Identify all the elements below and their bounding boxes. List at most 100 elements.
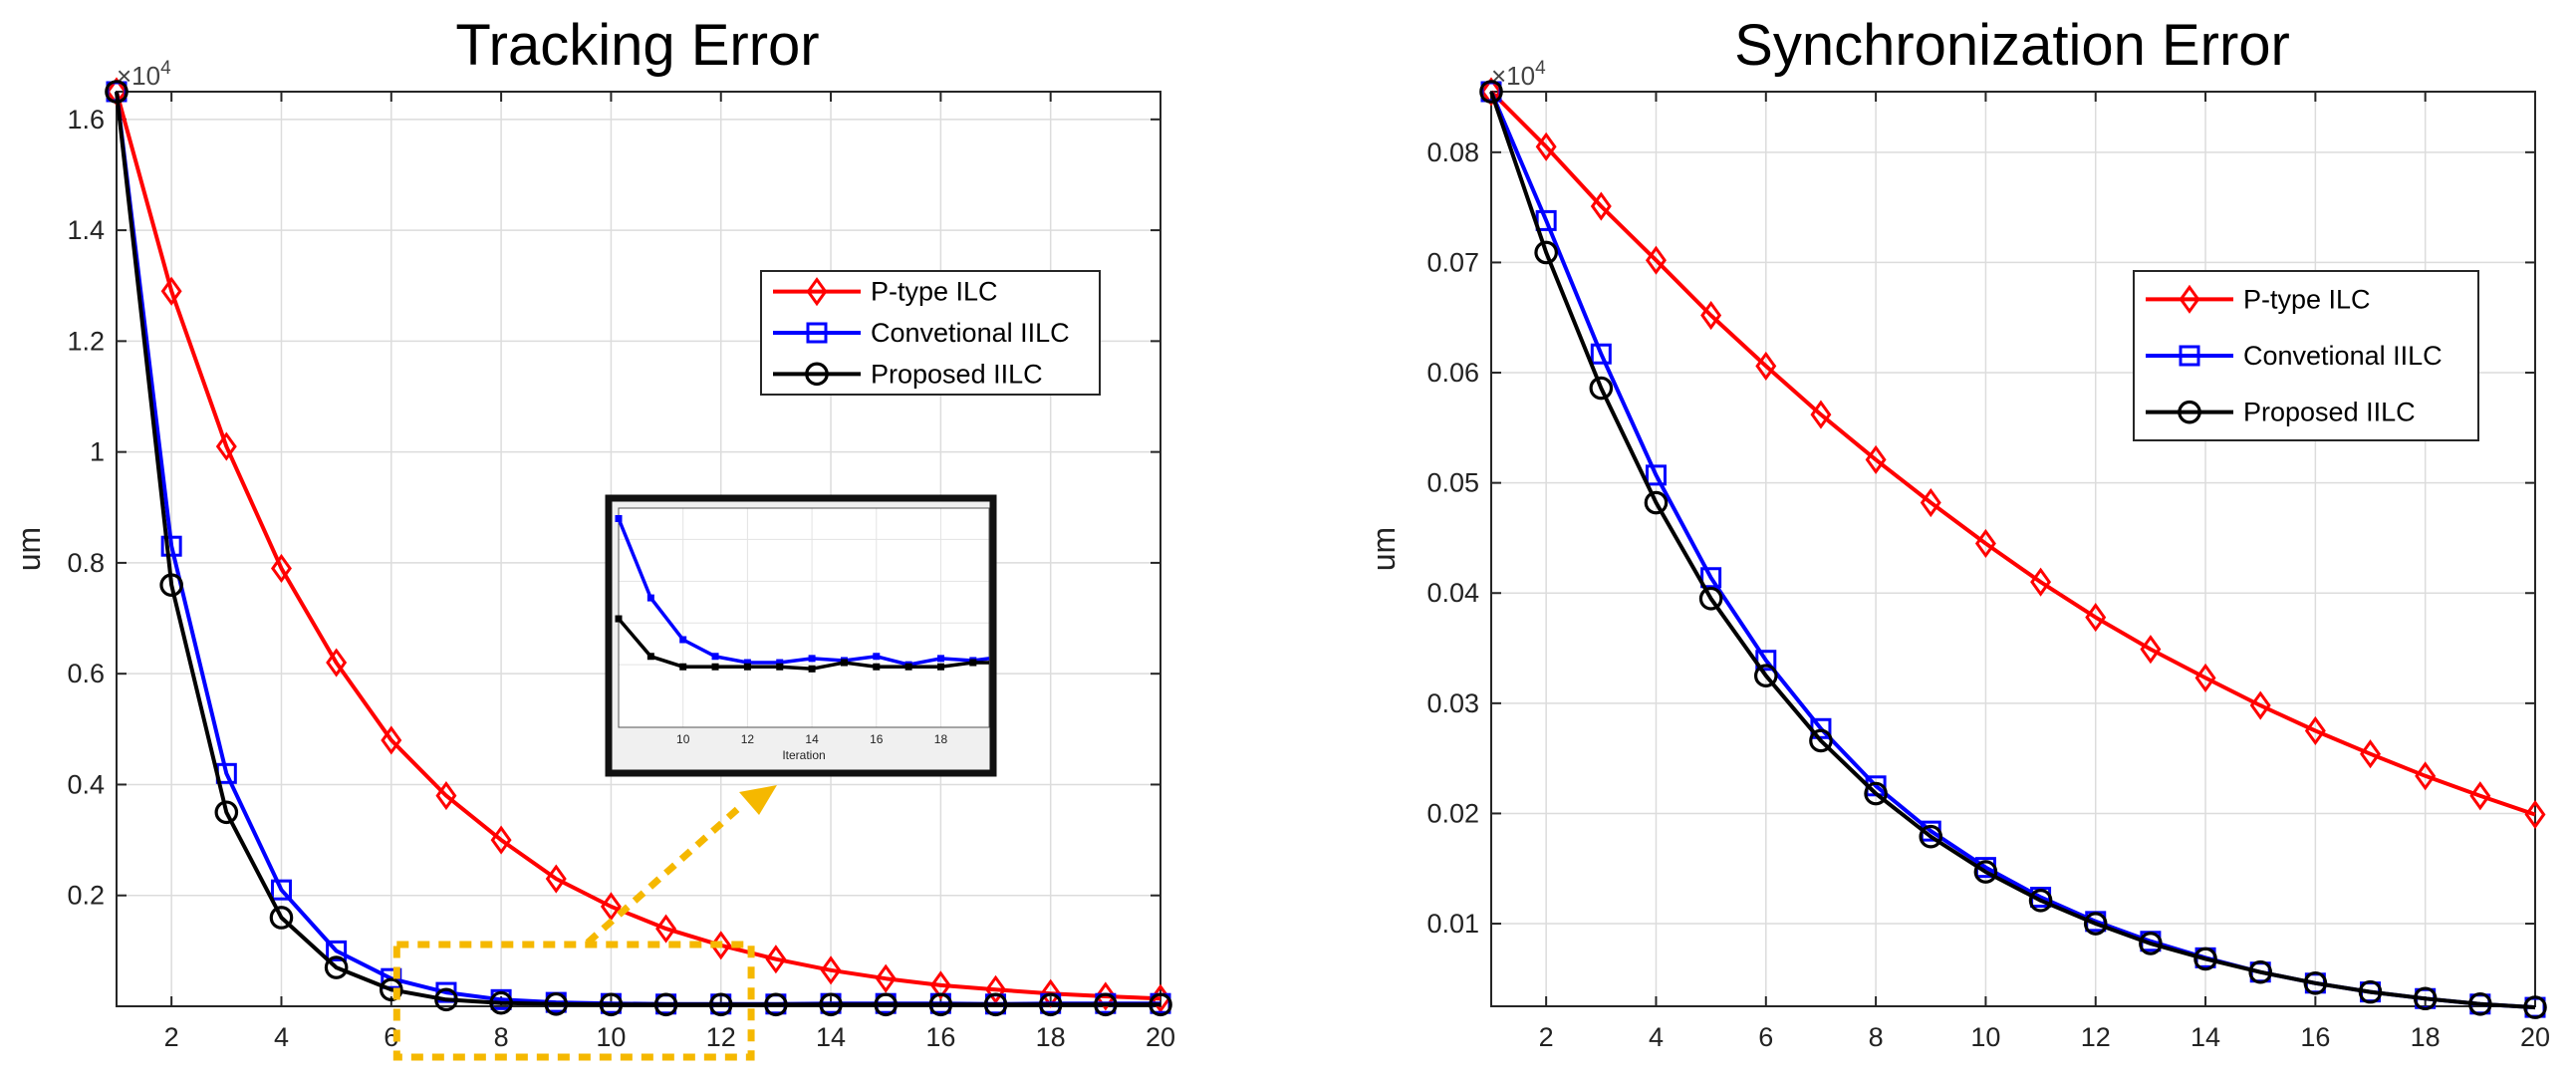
chart-2: 2 4 6 8 10 12 14 16 18 20 0.01 0.02 0.03 0.04 0.05 0.06… — [1366, 13, 2550, 1052]
data-point — [1645, 245, 1667, 275]
data-point — [270, 879, 292, 901]
inset-data-point — [936, 655, 944, 663]
inset-data-point — [904, 663, 912, 671]
data-point — [2028, 889, 2053, 913]
y-tick-label: 1.4 — [67, 215, 105, 245]
data-point — [928, 992, 953, 1017]
data-point — [1755, 351, 1777, 381]
x-tick-label: 14 — [2190, 1022, 2220, 1052]
inset-data-point — [776, 663, 784, 671]
inset-data-point — [679, 636, 687, 644]
data-point — [381, 725, 402, 755]
x-tick-label: 14 — [816, 1022, 846, 1052]
y-tick-label: 0.06 — [1426, 358, 1479, 388]
data-point — [1809, 728, 1833, 753]
zoom-region-box — [392, 941, 755, 1061]
inset-data-point — [615, 615, 623, 623]
y-tick-label: 0.05 — [1426, 468, 1479, 498]
x-tick-label: 12 — [2081, 1022, 2111, 1052]
data-point — [1865, 444, 1887, 474]
data-point — [2030, 567, 2052, 597]
x-tick-label: 20 — [1146, 1022, 1175, 1052]
x-tick-label: 6 — [1758, 1022, 1773, 1052]
inset-x-tick-label: 16 — [870, 732, 884, 746]
legend-marker — [806, 322, 828, 344]
data-point — [2358, 979, 2383, 1004]
data-point — [2248, 959, 2273, 984]
legend: P-type ILC Convetional IILC Proposed IILC — [2133, 270, 2479, 441]
data-point — [324, 955, 349, 979]
y-axis-label: um — [11, 527, 47, 571]
data-point — [326, 940, 348, 961]
data-point — [1094, 992, 1118, 1017]
data-point — [2140, 635, 2162, 665]
data-point — [2139, 932, 2163, 955]
data-point — [1095, 981, 1117, 1011]
data-point — [653, 992, 678, 1017]
data-point — [2304, 715, 2326, 746]
y-tick-label: 1 — [90, 437, 105, 467]
data-point — [708, 992, 733, 1017]
y-tick-label: 0.6 — [67, 659, 105, 688]
chart-title: Tracking Error — [455, 13, 819, 78]
x-tick-label: 12 — [706, 1022, 736, 1052]
y-tick-label: 0.04 — [1426, 578, 1479, 608]
x-tick-label: 4 — [1649, 1022, 1664, 1052]
data-point — [929, 970, 951, 1000]
y-tick-label: 0.07 — [1426, 247, 1479, 277]
data-point — [655, 914, 677, 944]
inset-data-point — [873, 653, 881, 661]
legend-marker — [2179, 345, 2200, 367]
data-point — [2193, 947, 2217, 971]
legend-marker — [2179, 284, 2200, 314]
x-tick-label: 16 — [2300, 1022, 2330, 1052]
x-tick-label: 10 — [596, 1022, 626, 1052]
x-tick-label: 16 — [925, 1022, 955, 1052]
legend: P-type ILC Convetional IILC Proposed IILC — [760, 270, 1101, 396]
inset-data-point — [936, 663, 944, 671]
data-point — [2524, 799, 2546, 830]
legend-label: Convetional IILC — [2243, 341, 2443, 371]
inset-data-point — [646, 594, 654, 602]
y-tick-label: 0.8 — [67, 548, 105, 578]
data-point — [1535, 132, 1557, 161]
x-tick-label: 18 — [2411, 1022, 2441, 1052]
inset-data-point — [646, 653, 654, 661]
data-point — [2194, 663, 2216, 692]
y-axis-label: um — [1366, 527, 1402, 571]
data-point — [983, 992, 1008, 1017]
x-tick-label: 20 — [2520, 1022, 2550, 1052]
y-tick-label: 0.02 — [1426, 798, 1479, 828]
data-point — [1864, 781, 1888, 806]
series-line — [1489, 90, 2536, 817]
inset-x-axis-label: Iteration — [782, 748, 825, 762]
data-point — [1920, 487, 1941, 518]
y-tick-label: 1.2 — [67, 326, 105, 356]
data-point — [160, 276, 182, 306]
inset-data-point — [615, 514, 623, 522]
data-point — [434, 987, 458, 1012]
data-point — [1974, 528, 1996, 559]
data-point — [2360, 739, 2382, 769]
x-tick-label: 2 — [164, 1022, 179, 1052]
inset-x-tick-label: 10 — [676, 732, 690, 746]
legend-marker — [806, 277, 828, 307]
data-point — [379, 977, 403, 1002]
data-point — [1810, 400, 1832, 429]
y-tick-label: 0.03 — [1426, 688, 1479, 718]
data-point — [2415, 761, 2437, 791]
data-point — [985, 974, 1007, 1004]
inset-x-tick-label: 18 — [934, 732, 948, 746]
data-point — [820, 955, 842, 985]
x-tick-label: 4 — [274, 1022, 289, 1052]
x-tick-label: 6 — [384, 1022, 398, 1052]
y-exponent-label: ×104 — [1491, 58, 1546, 91]
data-point — [1590, 191, 1612, 221]
data-point — [544, 991, 569, 1016]
data-point — [435, 781, 457, 811]
y-tick-label: 0.01 — [1426, 909, 1479, 939]
inset-data-point — [969, 659, 977, 667]
data-point — [1753, 664, 1778, 687]
data-point — [2083, 912, 2108, 936]
x-tick-label: 8 — [1869, 1022, 1884, 1052]
